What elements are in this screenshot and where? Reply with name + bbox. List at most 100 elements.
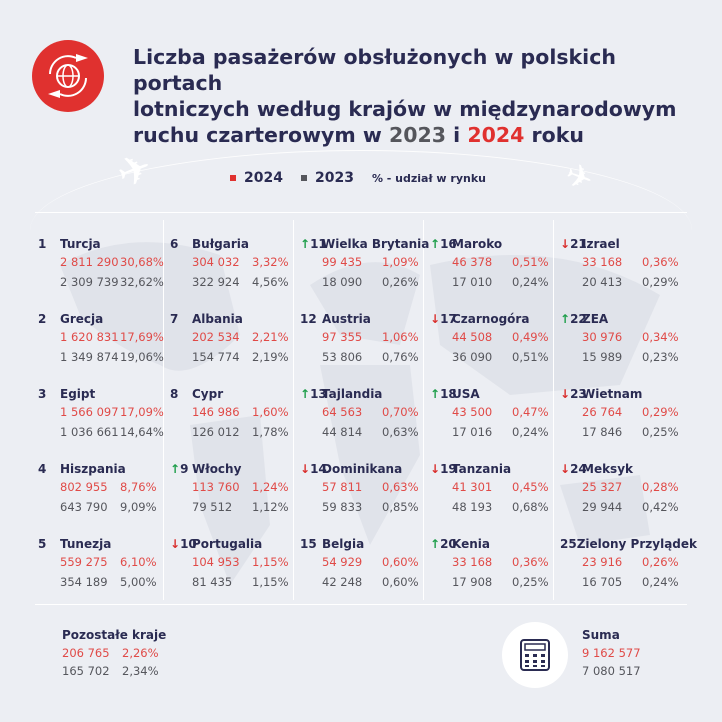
value-2023: 59 833 [322, 500, 363, 514]
rank: ↑18 [430, 387, 457, 401]
divider [35, 604, 687, 605]
country-name: Dominikana [322, 462, 403, 476]
share-2024: 0,34% [642, 330, 679, 344]
rank: ↑9 [170, 462, 189, 476]
share-2024: 0,29% [642, 405, 679, 419]
value-2023: 79 512 [192, 500, 233, 514]
country-entry: ↑11 Wielka Brytania 99 435 1,09% 18 090 0,26% [300, 236, 430, 292]
value-2024: 99 435 [322, 255, 363, 269]
value-2023: 44 814 [322, 425, 363, 439]
share-2024: 17,09% [120, 405, 164, 419]
value-2024: 44 508 [452, 330, 493, 344]
country-entry: ↓17 Czarnogóra 44 508 0,49% 36 090 0,51% [430, 311, 560, 367]
value-2024: 104 953 [192, 555, 240, 569]
share-2024: 6,10% [120, 555, 157, 569]
share-2024: 1,06% [382, 330, 419, 344]
share-2024: 0,47% [512, 405, 549, 419]
rank: ↑13 [300, 387, 327, 401]
share-2023: 32,62% [120, 275, 164, 289]
share-2023: 1,12% [252, 500, 289, 514]
share-2024: 8,76% [120, 480, 157, 494]
value-2024: 33 168 [582, 255, 623, 269]
rank: ↓14 [300, 462, 327, 476]
country-name: Zielony Przylądek [576, 537, 697, 551]
trend-down-icon: ↓ [560, 462, 571, 476]
country-name: Hiszpania [60, 462, 126, 476]
country-entry: 7 Albania 202 534 2,21% 154 774 2,19% [170, 311, 300, 367]
country-entry: ↑13 Tajlandia 64 563 0,70% 44 814 0,63% [300, 386, 430, 442]
share-2023: 0,29% [642, 275, 679, 289]
country-entry: ↑9 Włochy 113 760 1,24% 79 512 1,12% [170, 461, 300, 517]
value-2023: 18 090 [322, 275, 363, 289]
share-2023: 1,78% [252, 425, 289, 439]
value-2024: 43 500 [452, 405, 493, 419]
share-2023: 0,60% [382, 575, 419, 589]
country-entry: 25 Zielony Przylądek 23 916 0,26% 16 705 0,24… [560, 536, 697, 592]
value-2023: 15 989 [582, 350, 623, 364]
country-name: Izrael [582, 237, 620, 251]
value-2023: 17 016 [452, 425, 493, 439]
share-2023: 19,06% [120, 350, 164, 364]
country-name: ZEA [582, 312, 609, 326]
trend-down-icon: ↓ [430, 462, 441, 476]
country-name: Albania [192, 312, 243, 326]
country-name: Tanzania [452, 462, 512, 476]
share-2023: 0,51% [512, 350, 549, 364]
country-entry: 12 Austria 97 355 1,06% 53 806 0,76% [300, 311, 430, 367]
share-2024: 0,36% [512, 555, 549, 569]
value-2023: 126 012 [192, 425, 240, 439]
divider [163, 220, 164, 600]
rank: 12 [300, 312, 317, 326]
value-2023: 17 846 [582, 425, 623, 439]
country-entry: ↑16 Maroko 46 378 0,51% 17 010 0,24% [430, 236, 560, 292]
share-2024: 0,36% [642, 255, 679, 269]
country-name: Turcja [60, 237, 101, 251]
country-name: Tajlandia [322, 387, 383, 401]
country-entry: ↑22 ZEA 30 976 0,34% 15 989 0,23% [560, 311, 690, 367]
value-2024: 41 301 [452, 480, 493, 494]
share-2023: 0,24% [642, 575, 679, 589]
value-2024: 1 620 831 [60, 330, 119, 344]
rank: 6 [170, 237, 179, 251]
rank: 4 [38, 462, 47, 476]
share-2024: 1,09% [382, 255, 419, 269]
value-2024: 802 955 [60, 480, 108, 494]
value-2024: 202 534 [192, 330, 240, 344]
share-2024: 1,60% [252, 405, 289, 419]
country-entry: 3 Egipt 1 566 097 17,09% 1 036 661 14,64% [38, 386, 168, 442]
world-map-background [60, 242, 660, 585]
share-2023: 0,26% [382, 275, 419, 289]
share-2024: 1,24% [252, 480, 289, 494]
trend-down-icon: ↓ [560, 237, 571, 251]
trend-down-icon: ↓ [170, 537, 181, 551]
country-name: Cypr [192, 387, 224, 401]
country-name: Belgia [322, 537, 365, 551]
trend-up-icon: ↑ [300, 237, 311, 251]
value-2023: 81 435 [192, 575, 233, 589]
trend-up-icon: ↑ [430, 237, 441, 251]
divider [553, 220, 554, 600]
country-name: Czarnogóra [452, 312, 530, 326]
share-2024: 2,21% [252, 330, 289, 344]
share-2024: 0,49% [512, 330, 549, 344]
share-2023: 0,25% [642, 425, 679, 439]
country-name: USA [452, 387, 480, 401]
country-name: Bułgaria [192, 237, 249, 251]
share-2023: 1,15% [252, 575, 289, 589]
rank: ↑20 [430, 537, 457, 551]
rank: 1 [38, 237, 47, 251]
rank: ↓10 [170, 537, 197, 551]
value-2023: 17 908 [452, 575, 493, 589]
trend-up-icon: ↑ [430, 387, 441, 401]
legend-swatch-2023 [300, 175, 307, 181]
value-2023: 48 193 [452, 500, 493, 514]
value-2024: 304 032 [192, 255, 240, 269]
trend-down-icon: ↓ [300, 462, 311, 476]
country-name: Tunezja [60, 537, 112, 551]
share-2023: 0,24% [512, 425, 549, 439]
value-2024: 57 811 [322, 480, 363, 494]
share-2024: 30,68% [120, 255, 164, 269]
share-2023: 0,63% [382, 425, 419, 439]
country-entry: 6 Bułgaria 304 032 3,32% 322 924 4,56% [170, 236, 300, 292]
share-2024: 1,15% [252, 555, 289, 569]
